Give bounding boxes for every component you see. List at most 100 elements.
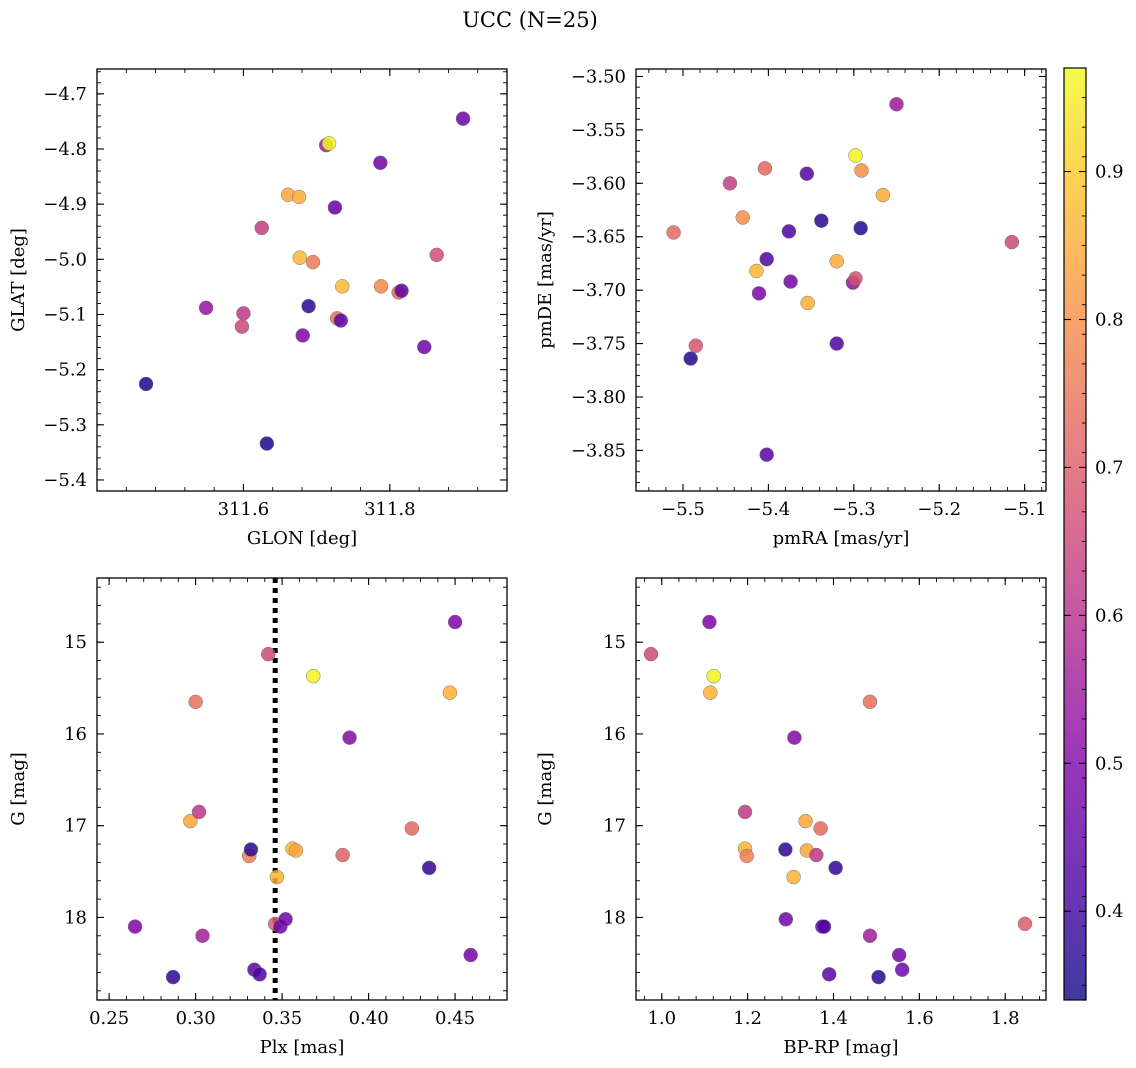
scatter-point [848,271,863,286]
x-tick-label: 1.4 [819,1008,848,1029]
x-tick-label: 1.6 [905,1008,934,1029]
scatter-point [813,821,828,836]
y-tick-label: 18 [64,907,87,928]
scatter-point [757,161,773,176]
scatter-point [749,263,764,279]
scatter-point [862,928,878,944]
scatter-point [305,254,321,270]
y-tick-label: −3.75 [571,334,626,355]
y-tick-label: −4.8 [43,139,87,160]
x-tick-label: 1.2 [733,1008,762,1029]
colorbar-gradient [1064,68,1086,1000]
scatter-point [442,685,458,700]
scatter-point [261,646,276,662]
scatter-point [447,614,463,630]
scatter-point [735,210,751,225]
scatter-point [829,336,844,351]
scatter-point [127,919,143,934]
scatter-point [816,919,832,934]
scatter-point [894,962,910,977]
scatter-point [421,860,437,876]
y-tick-label: −4.7 [43,84,87,105]
scatter-point [702,614,717,630]
scatter-point [321,136,337,151]
scatter-point [429,247,444,263]
scatter-point [759,447,774,462]
scatter-point [688,338,704,353]
scatter-point [191,804,207,820]
panel-plx-g: 0.25 0.30 0.35 0.40 0.45 15 16 17 18 Plx [mas] G [… [8,577,508,1058]
scatter-point [875,187,891,203]
y-tick-label: −5.3 [43,415,87,436]
scatter-point [798,813,813,829]
scatter-point [342,730,357,745]
scatter-point [305,668,321,684]
scatter-point [301,298,316,314]
scatter-point [373,279,389,294]
scatter-point [327,200,343,215]
scatter-point [706,668,721,684]
x-tick-label: −5.2 [917,499,961,520]
scatter-point [333,313,349,328]
scatter-point [751,286,767,301]
scatter-point [243,842,259,857]
scatter-point [683,351,698,366]
y-tick-label: −3.80 [571,387,626,408]
scatter-point [278,912,293,927]
axes-frame [635,68,1047,492]
scatter-point [252,967,267,982]
scatter-point [295,328,310,343]
colorbar-tick-label: 0.9 [1095,162,1124,183]
scatter-point [722,176,738,191]
x-axis-label: GLON [deg] [247,528,357,549]
scatter-point [703,685,718,700]
y-tick-label: −3.70 [571,280,626,301]
scatter-point [809,847,824,863]
scatter-point [828,860,843,876]
y-tick-label: 15 [603,632,626,653]
x-tick-label: 0.25 [89,1008,129,1029]
figure-title: UCC (N=25) [462,8,598,32]
y-tick-label: −3.85 [571,440,626,461]
x-tick-label: 0.40 [349,1008,389,1029]
scatter-point [853,220,868,236]
scatter-point [404,821,420,836]
scatter-point [455,111,471,126]
x-tick-label: −5.4 [747,499,791,520]
scatter-point [814,213,829,228]
scatter-point [198,300,214,316]
scatter-point [800,295,815,311]
y-tick-label: −3.65 [571,227,626,248]
x-tick-label: 0.35 [262,1008,302,1029]
scatter-point [417,339,432,355]
scatter-point [138,376,154,392]
x-tick-label: −5.3 [832,499,876,520]
scatter-point [737,804,753,820]
axes-frame [635,577,1047,1001]
colorbar: 0.4 0.5 0.6 0.7 0.8 0.9 [1063,67,1124,1001]
x-tick-label: 0.30 [176,1008,216,1029]
scatter-point [335,279,350,294]
colorbar-tick-label: 0.7 [1095,457,1124,478]
scatter-point [666,225,681,240]
y-axis-label: G [mag] [535,752,556,825]
scatter-point [259,436,275,451]
colorbar-tick-label: 0.5 [1095,753,1124,774]
y-tick-label: −3.60 [571,173,626,194]
x-axis-label: pmRA [mas/yr] [773,528,910,549]
colorbar-tick-label: 0.4 [1095,901,1124,922]
scatter-point [739,848,755,864]
y-tick-label: −5.0 [43,249,87,270]
scatter-point [288,843,304,858]
scatter-point [269,869,285,885]
scatter-point [463,947,478,963]
y-tick-label: −3.50 [571,66,626,87]
scatter-point [871,969,886,985]
scatter-point [778,912,794,927]
x-tick-label: 0.45 [435,1008,475,1029]
scatter-point [862,694,878,710]
scatter-point [848,148,863,163]
scatter-point [236,306,251,321]
axes-frame [96,68,508,492]
x-tick-label: −5.1 [1003,499,1047,520]
